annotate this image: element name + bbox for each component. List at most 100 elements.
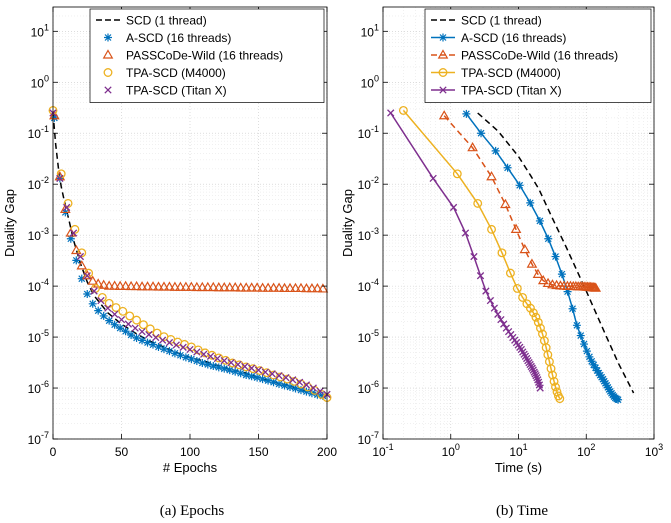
data-point xyxy=(497,315,505,324)
data-point xyxy=(590,282,602,292)
data-point xyxy=(282,373,290,382)
data-point xyxy=(286,382,295,391)
series-ascd xyxy=(462,109,623,404)
data-point xyxy=(486,171,497,181)
legend-marker xyxy=(439,33,447,42)
data-point xyxy=(105,316,114,325)
data-point xyxy=(470,252,478,261)
data-point xyxy=(98,279,110,289)
data-point xyxy=(206,352,215,360)
data-point xyxy=(532,371,540,380)
data-point xyxy=(295,282,307,293)
y-tick-label: 10-7 xyxy=(28,430,49,447)
data-point xyxy=(94,306,103,315)
data-point xyxy=(111,303,121,312)
data-point xyxy=(503,163,512,172)
data-point xyxy=(563,287,572,296)
data-point xyxy=(50,113,59,122)
data-point xyxy=(589,360,598,369)
y-tick-label: 100 xyxy=(361,73,379,90)
data-point xyxy=(591,363,600,372)
data-point xyxy=(568,304,577,313)
y-tick-label: 100 xyxy=(31,73,49,90)
data-point xyxy=(526,198,535,207)
data-point xyxy=(526,258,538,268)
data-point xyxy=(142,281,153,291)
data-point xyxy=(192,356,201,365)
data-point xyxy=(132,333,141,342)
data-point xyxy=(124,320,133,328)
data-point xyxy=(585,352,594,361)
y-tick-label: 10-3 xyxy=(358,226,379,243)
data-point xyxy=(72,256,81,265)
x-tick-label: 100 xyxy=(442,442,460,459)
data-point xyxy=(170,349,179,358)
data-point xyxy=(83,290,92,299)
data-point xyxy=(169,281,181,291)
data-point xyxy=(529,366,537,374)
legend-marker xyxy=(102,49,114,59)
panel-epochs: 10-7 10-6 10-5 10-4 10-3 10-2 10-1 100 101 0 50 100… xyxy=(2,6,337,519)
y-tick-label: 10-3 xyxy=(28,226,49,243)
y-tick-label: 101 xyxy=(31,22,49,39)
legend-entry: TPA-SCD (M4000) xyxy=(461,66,561,80)
legend-marker xyxy=(104,86,112,94)
data-point xyxy=(220,356,228,365)
data-point xyxy=(70,224,80,234)
data-point xyxy=(114,280,126,290)
data-point xyxy=(557,270,566,279)
data-point xyxy=(87,275,99,285)
x-tick-label: 200 xyxy=(317,445,337,459)
data-point xyxy=(92,278,104,288)
data-point xyxy=(500,320,508,328)
data-point xyxy=(473,198,483,208)
data-point xyxy=(537,274,549,285)
data-point xyxy=(519,243,531,254)
data-point xyxy=(229,282,241,292)
legend: SCD (1 thread) A-SCD (16 threads) PASSCoDe… xyxy=(424,8,652,103)
data-point xyxy=(296,386,305,395)
legend-marker xyxy=(104,33,112,42)
panel-caption: (b) Time xyxy=(496,503,548,519)
x-tick-label: 50 xyxy=(115,445,129,459)
data-point xyxy=(533,317,543,327)
data-point xyxy=(213,282,225,292)
data-point xyxy=(505,268,515,278)
data-point xyxy=(572,321,581,330)
data-point xyxy=(548,370,557,380)
data-point xyxy=(225,366,234,375)
x-axis-label: # Epochs xyxy=(163,460,218,475)
data-point xyxy=(593,366,602,375)
series-passcode xyxy=(438,110,602,292)
data-point xyxy=(241,362,249,371)
legend-marker xyxy=(438,68,448,77)
legend: SCD (1 thread) A-SCD (16 threads) PASSCoDe… xyxy=(89,8,325,103)
data-point xyxy=(165,338,174,347)
data-point xyxy=(69,229,78,237)
x-tick-label: 103 xyxy=(645,442,663,459)
data-point xyxy=(77,248,87,258)
data-point xyxy=(614,395,623,404)
y-tick-label: 10-1 xyxy=(358,124,379,141)
data-point xyxy=(549,376,559,386)
data-point xyxy=(551,382,560,392)
data-point xyxy=(462,109,471,118)
data-point xyxy=(449,203,458,212)
data-point xyxy=(56,174,64,183)
y-tick-label: 101 xyxy=(361,22,379,39)
data-point xyxy=(143,338,152,347)
data-point xyxy=(99,311,108,320)
data-point xyxy=(214,363,223,372)
data-point xyxy=(172,341,180,349)
data-point xyxy=(268,370,276,378)
x-tick-label: 10-1 xyxy=(372,442,393,459)
data-point xyxy=(494,310,502,318)
legend-entry: TPA-SCD (Titan X) xyxy=(461,84,562,98)
data-point xyxy=(158,336,167,344)
data-point xyxy=(533,373,541,382)
series-tpa_titanx xyxy=(49,109,331,399)
data-point xyxy=(477,129,486,138)
data-point xyxy=(180,281,192,291)
y-axis-label: Duality Gap xyxy=(2,189,17,257)
